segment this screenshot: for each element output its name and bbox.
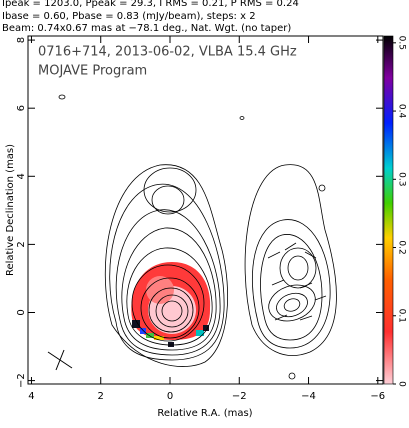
y-axis-label: Relative Declination (mas) xyxy=(5,144,16,276)
header-line: Ipeak = 1203.0, Ppeak = 29.3, I RMS = 0.… xyxy=(2,0,299,9)
y-tick-label: −2 xyxy=(16,373,27,388)
y-tick-label: 6 xyxy=(16,105,27,111)
axes: 4 2 0 −2 −4 −6 −2 0 2 4 6 8 0 0.1 0.2 0.3 0.4 0.5 xyxy=(16,36,407,402)
x-tick-label: −6 xyxy=(370,391,385,402)
colorbar-tick-label: 0.4 xyxy=(397,104,407,119)
header-line: Beam: 0.74x0.67 mas at −78.1 deg., Nat. … xyxy=(2,23,291,34)
map-subtitle: MOJAVE Program xyxy=(38,64,147,79)
colorbar-tick-label: 0.2 xyxy=(397,240,407,254)
map xyxy=(47,94,337,380)
x-tick-label: 2 xyxy=(98,391,104,402)
y-tick-label: 2 xyxy=(16,241,27,247)
header-line: Ibase = 0.60, Pbase = 0.83 (mJy/beam), s… xyxy=(2,11,256,22)
x-axis-label: Relative R.A. (mas) xyxy=(157,408,252,419)
y-tick-label: 0 xyxy=(16,309,27,315)
y-tick-label: 4 xyxy=(16,173,27,179)
colorbar-tick-label: 0.3 xyxy=(397,172,407,186)
map-title: 0716+714, 2013-06-02, VLBA 15.4 GHz xyxy=(38,45,297,60)
x-tick-label: −2 xyxy=(232,391,247,402)
x-tick-label: 4 xyxy=(28,391,34,402)
colorbar xyxy=(383,35,394,385)
x-tick-label: 0 xyxy=(167,391,173,402)
colorbar-tick-label: 0.5 xyxy=(397,36,407,50)
emission xyxy=(146,276,174,304)
colorbar-tick-label: 0.1 xyxy=(397,309,407,323)
y-tick-label: 8 xyxy=(16,37,27,43)
x-tick-label: −4 xyxy=(301,391,316,402)
colorbar-tick-label: 0 xyxy=(397,381,407,387)
plot-frame xyxy=(27,35,384,385)
